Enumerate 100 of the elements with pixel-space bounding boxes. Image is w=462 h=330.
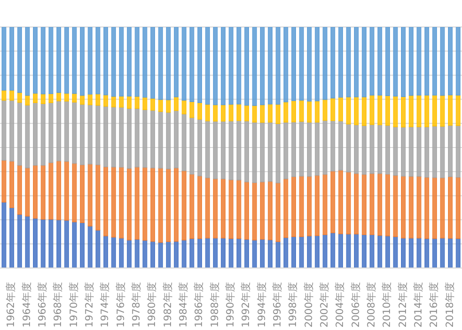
- x-tick-label: 1976年度: [114, 282, 127, 328]
- bar: [346, 234, 351, 268]
- bar: [401, 126, 406, 176]
- bar: [236, 120, 242, 180]
- bar: [166, 27, 171, 100]
- x-tick-label: 1966年度: [36, 282, 49, 328]
- bar: [260, 182, 265, 240]
- bar: [40, 27, 46, 94]
- bar: [440, 27, 445, 96]
- x-tick-label: 1962年度: [5, 282, 18, 328]
- bar: [56, 27, 62, 93]
- bar: [72, 27, 77, 94]
- bar: [142, 97, 148, 110]
- bar: [17, 165, 22, 215]
- bar: [150, 241, 156, 268]
- bar: [88, 94, 92, 106]
- bar: [416, 27, 422, 96]
- bar: [32, 102, 38, 166]
- bar: [2, 90, 6, 101]
- bar: [182, 170, 186, 240]
- bar: [142, 167, 148, 241]
- bar: [236, 104, 242, 122]
- x-tick-label: 2014年度: [412, 282, 424, 328]
- bar: [252, 122, 257, 183]
- bar: [440, 238, 445, 268]
- bar: [284, 27, 288, 102]
- bar: [330, 120, 336, 172]
- bar: [111, 96, 116, 108]
- bar: [432, 94, 437, 126]
- bar: [401, 27, 406, 97]
- bar: [103, 106, 108, 168]
- bar: [385, 174, 390, 236]
- bar: [416, 94, 422, 128]
- bar: [48, 162, 54, 220]
- x-tick-label: 2012年度: [396, 282, 409, 328]
- bar: [197, 119, 202, 176]
- bar: [88, 226, 92, 268]
- bar: [378, 27, 382, 96]
- bar: [56, 220, 62, 268]
- bar: [330, 98, 336, 122]
- bar: [354, 173, 359, 234]
- bar: [64, 92, 69, 102]
- bar: [25, 27, 30, 96]
- bar: [126, 168, 132, 240]
- x-tick-label: 1968年度: [52, 282, 64, 328]
- bar: [362, 174, 366, 236]
- bar: [158, 168, 163, 243]
- bar: [88, 164, 92, 226]
- bar: [307, 236, 312, 268]
- bar: [174, 168, 179, 242]
- bar: [96, 94, 100, 106]
- bar: [119, 96, 124, 108]
- bar: [252, 105, 257, 122]
- bar: [9, 90, 14, 101]
- bar: [126, 240, 132, 268]
- bar: [205, 238, 210, 268]
- bar: [346, 124, 351, 172]
- bar: [432, 27, 437, 96]
- bar: [174, 110, 179, 168]
- bar: [362, 27, 366, 98]
- x-tick-label: 1978年度: [130, 282, 143, 328]
- bar: [338, 233, 343, 268]
- x-tick-label: 1980年度: [146, 282, 158, 328]
- bar: [291, 100, 296, 122]
- bar: [111, 236, 116, 268]
- x-tick-label: 2000年度: [302, 282, 315, 328]
- bar: [80, 164, 85, 223]
- bar: [220, 27, 226, 106]
- bar: [64, 27, 69, 94]
- bar: [150, 27, 156, 99]
- bar: [72, 222, 77, 268]
- bar: [142, 109, 148, 168]
- bar: [440, 178, 445, 238]
- bar: [88, 104, 92, 164]
- bar: [174, 241, 179, 268]
- bar: [307, 27, 312, 102]
- bar: [9, 27, 14, 91]
- bar: [268, 27, 272, 104]
- bar: [362, 125, 366, 175]
- bar: [322, 27, 328, 100]
- bar: [244, 105, 250, 122]
- bar: [9, 100, 14, 162]
- bar: [338, 120, 343, 170]
- x-tick-label: 1972年度: [84, 282, 96, 328]
- bar: [205, 27, 210, 105]
- bar: [228, 104, 234, 122]
- bar: [385, 27, 390, 96]
- bar: [2, 160, 6, 203]
- bar: [190, 101, 194, 118]
- bar: [142, 240, 148, 268]
- bar: [314, 27, 320, 102]
- bar: [126, 96, 132, 109]
- bar: [424, 27, 430, 96]
- x-tick-label: 2018年度: [444, 282, 456, 328]
- bar: [260, 122, 265, 182]
- bar: [80, 222, 85, 268]
- bar: [448, 27, 453, 96]
- bar: [80, 27, 85, 96]
- bar: [236, 180, 242, 239]
- bar: [276, 123, 280, 184]
